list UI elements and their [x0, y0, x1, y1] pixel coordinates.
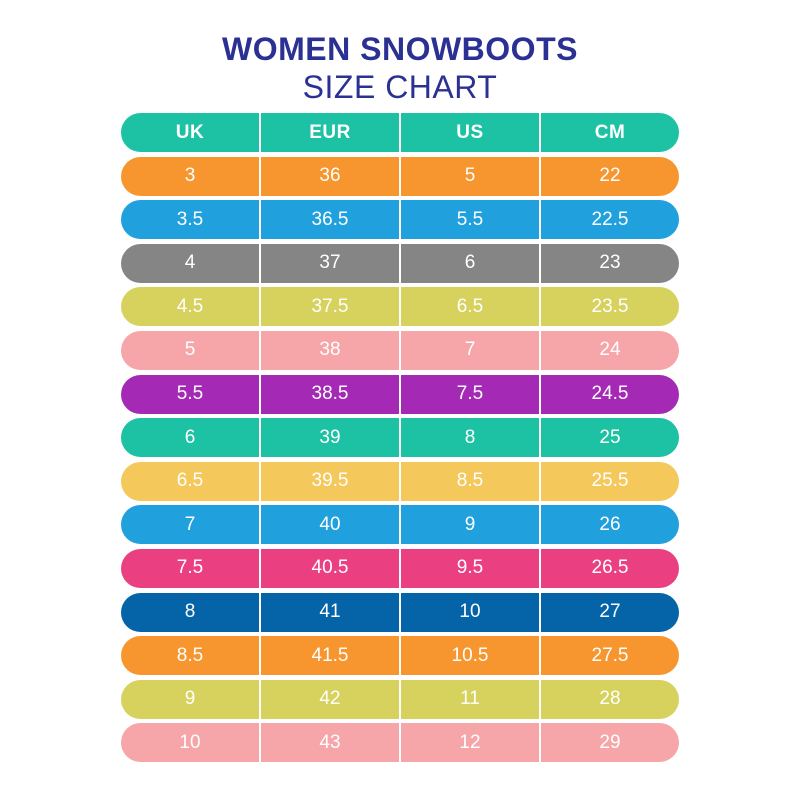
- chart-title-block: WOMEN SNOWBOOTS SIZE CHART: [0, 30, 800, 106]
- cell-uk: 8: [184, 601, 196, 623]
- cell-us: 11: [399, 679, 539, 719]
- table-row: 6 39 8 25: [121, 418, 679, 458]
- cell-us: 6: [399, 243, 539, 283]
- cell-us: 8.5: [399, 461, 539, 501]
- cell-uk: 3.5: [176, 208, 204, 230]
- cell-cm: 27.5: [539, 636, 679, 676]
- size-table: UK EUR US CM 3 36 5 22 3.5 36.5 5.5 22.5 4 37 6 23 4…: [121, 113, 679, 767]
- column-header-cm: CM: [539, 113, 679, 152]
- table-row: 4 37 6 23: [121, 243, 679, 283]
- cell-uk: 5.5: [176, 383, 204, 405]
- table-row: 8.5 41.5 10.5 27.5: [121, 636, 679, 676]
- cell-eur: 36.5: [259, 200, 399, 240]
- table-row: 8 41 10 27: [121, 592, 679, 632]
- table-row: 7.5 40.5 9.5 26.5: [121, 548, 679, 588]
- cell-us: 9.5: [399, 548, 539, 588]
- cell-eur: 40.5: [259, 548, 399, 588]
- cell-eur: 42: [259, 679, 399, 719]
- cell-cm: 26: [539, 505, 679, 545]
- table-row: 4.5 37.5 6.5 23.5: [121, 287, 679, 327]
- cell-us: 9: [399, 505, 539, 545]
- cell-uk: 9: [184, 688, 196, 710]
- cell-eur: 39: [259, 418, 399, 458]
- cell-eur: 39.5: [259, 461, 399, 501]
- cell-cm: 29: [539, 723, 679, 763]
- table-header-row: UK EUR US CM: [121, 113, 679, 152]
- chart-title: WOMEN SNOWBOOTS: [222, 31, 578, 67]
- cell-uk: 5: [184, 339, 196, 361]
- cell-us: 7: [399, 330, 539, 370]
- cell-eur: 38: [259, 330, 399, 370]
- cell-eur: 41.5: [259, 636, 399, 676]
- table-row: 10 43 12 29: [121, 723, 679, 763]
- column-header-uk: UK: [175, 121, 205, 143]
- cell-cm: 22: [539, 156, 679, 196]
- cell-eur: 41: [259, 592, 399, 632]
- cell-us: 6.5: [399, 287, 539, 327]
- column-header-us: US: [399, 113, 539, 152]
- cell-eur: 37: [259, 243, 399, 283]
- table-row: 6.5 39.5 8.5 25.5: [121, 461, 679, 501]
- column-header-eur: EUR: [259, 113, 399, 152]
- table-row: 7 40 9 26: [121, 505, 679, 545]
- cell-cm: 25: [539, 418, 679, 458]
- cell-cm: 25.5: [539, 461, 679, 501]
- table-row: 5 38 7 24: [121, 330, 679, 370]
- cell-cm: 23: [539, 243, 679, 283]
- cell-us: 12: [399, 723, 539, 763]
- cell-uk: 10: [179, 731, 201, 753]
- table-row: 9 42 11 28: [121, 679, 679, 719]
- cell-eur: 43: [259, 723, 399, 763]
- cell-cm: 28: [539, 679, 679, 719]
- cell-cm: 24.5: [539, 374, 679, 414]
- table-row: 3 36 5 22: [121, 156, 679, 196]
- cell-cm: 23.5: [539, 287, 679, 327]
- cell-us: 7.5: [399, 374, 539, 414]
- chart-subtitle: SIZE CHART: [302, 69, 498, 105]
- cell-uk: 6.5: [176, 470, 204, 492]
- cell-uk: 4: [184, 252, 196, 274]
- cell-eur: 36: [259, 156, 399, 196]
- cell-cm: 26.5: [539, 548, 679, 588]
- cell-us: 5.5: [399, 200, 539, 240]
- cell-uk: 6: [184, 426, 196, 448]
- cell-eur: 37.5: [259, 287, 399, 327]
- table-row: 3.5 36.5 5.5 22.5: [121, 200, 679, 240]
- cell-us: 10.5: [399, 636, 539, 676]
- cell-cm: 24: [539, 330, 679, 370]
- cell-eur: 38.5: [259, 374, 399, 414]
- cell-cm: 22.5: [539, 200, 679, 240]
- table-row: 5.5 38.5 7.5 24.5: [121, 374, 679, 414]
- cell-uk: 3: [184, 165, 196, 187]
- cell-cm: 27: [539, 592, 679, 632]
- cell-eur: 40: [259, 505, 399, 545]
- cell-uk: 7.5: [176, 557, 204, 579]
- cell-us: 5: [399, 156, 539, 196]
- cell-us: 10: [399, 592, 539, 632]
- cell-uk: 8.5: [176, 644, 204, 666]
- cell-us: 8: [399, 418, 539, 458]
- cell-uk: 7: [184, 513, 196, 535]
- cell-uk: 4.5: [176, 295, 204, 317]
